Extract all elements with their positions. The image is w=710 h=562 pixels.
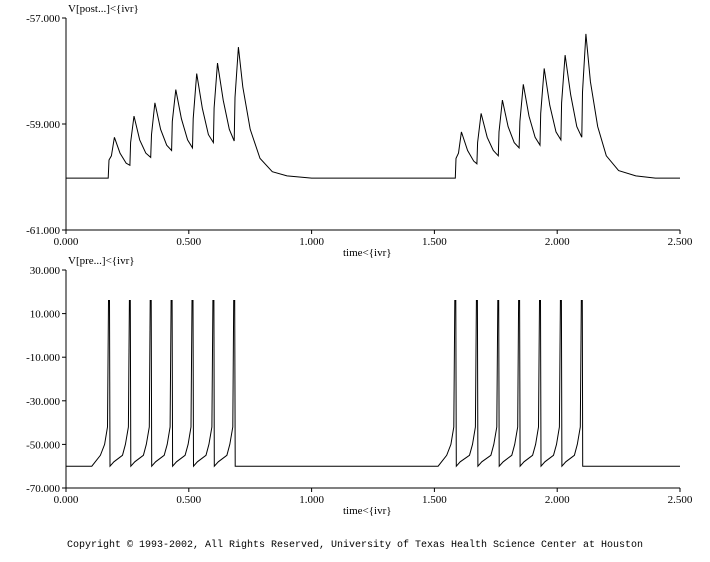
y-tick-label: -61.000 [26, 225, 60, 237]
x-tick-label: 1.500 [422, 236, 447, 248]
x-tick-label: 2.000 [545, 494, 570, 506]
x-tick-label: 1.000 [299, 494, 324, 506]
x-axis-label: time<{ivr} [343, 505, 392, 517]
y-axis-label: V[post...]<{ivr} [68, 3, 139, 15]
copyright-footer: Copyright © 1993-2002, All Rights Reserv… [66, 540, 644, 551]
x-tick-label: 0.000 [54, 236, 79, 248]
y-tick-label: 30.000 [30, 265, 61, 277]
y-tick-label: -70.000 [26, 483, 60, 495]
x-tick-label: 0.000 [54, 494, 79, 506]
y-tick-label: -59.000 [26, 119, 60, 131]
x-tick-label: 1.000 [299, 236, 324, 248]
x-tick-label: 2.500 [668, 494, 693, 506]
y-tick-label: -50.000 [26, 439, 60, 451]
x-tick-label: 2.000 [545, 236, 570, 248]
x-tick-label: 0.500 [176, 494, 201, 506]
x-axis-label: time<{ivr} [343, 247, 392, 259]
x-tick-label: 2.500 [668, 236, 693, 248]
x-tick-label: 0.500 [176, 236, 201, 248]
chart-panel-2: 30.000 10.000 -10.000 -30.000 -50.000 -70.000… [26, 255, 693, 517]
y-tick-label: -30.000 [26, 396, 60, 408]
y-axis-label: V[pre...]<{ivr} [68, 255, 135, 267]
y-tick-label: -57.000 [26, 13, 60, 25]
series-line [66, 33, 680, 179]
series-line [66, 300, 680, 468]
y-tick-label: 10.000 [30, 309, 61, 321]
y-tick-label: -10.000 [26, 352, 60, 364]
x-tick-label: 1.500 [422, 494, 447, 506]
